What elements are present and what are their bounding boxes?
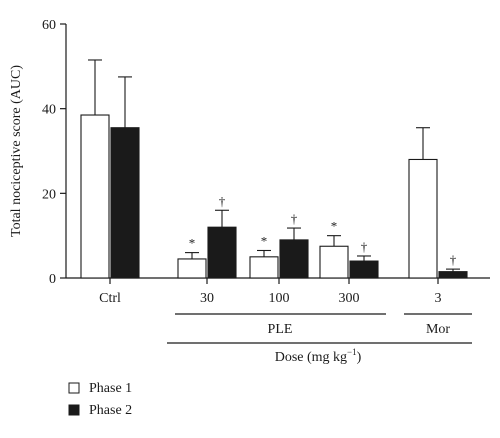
bar-rect [177,258,207,279]
bar-phase-1: * [249,233,279,279]
legend-swatch-phase-2 [68,404,80,416]
significance-mark: * [331,219,338,234]
significance-mark: † [450,252,457,267]
x-tick-label: 30 [200,291,214,306]
legend-item-phase-2: Phase 2 [68,403,132,418]
y-ticks: 0 20 40 60 [42,18,66,287]
bar-phase-2: † [279,211,309,279]
x-tick-label: Ctrl [99,291,121,306]
y-tick-label: 20 [42,187,56,202]
bar-phase-2: † [438,252,468,279]
legend-item-phase-1: Phase 1 [68,381,132,396]
x-axis-label: Dose (mg kg−1) [275,347,362,365]
ple-group-label: PLE [268,322,293,337]
significance-mark: † [361,239,368,254]
bar-phase-2 [110,76,140,279]
bar-rect [349,260,379,279]
bar-rect [249,256,279,279]
bar-rect [80,114,110,279]
dose-bracket: Dose (mg kg−1) [167,342,472,365]
bar-phase-1: * [319,219,349,279]
significance-mark: † [291,211,298,226]
group-bracket-mor: Mor [404,313,472,337]
bar-phase-2: † [207,193,237,279]
dose-unit-exponent: −1 [347,347,357,357]
y-axis-label: Total nociceptive score (AUC) [9,65,24,237]
bars: * † * † * † † [80,59,468,279]
significance-mark: † [219,193,226,208]
bar-rect [279,239,309,279]
legend-swatch-phase-1 [68,382,80,394]
y-tick-label: 0 [49,272,56,287]
x-tick-labels: Ctrl 30 100 300 3 [99,278,442,306]
significance-mark: * [189,236,196,251]
significance-mark: * [261,233,268,248]
y-tick-label: 40 [42,103,56,118]
x-tick-label: 3 [435,291,442,306]
bar-phase-1 [80,59,110,279]
y-tick-label: 60 [42,18,56,33]
legend: Phase 1 Phase 2 [68,381,132,418]
x-tick-label: 300 [339,291,360,306]
legend-label-phase-1: Phase 1 [89,381,132,396]
bar-phase-2: † [349,239,379,279]
bar-rect [319,245,349,279]
bar-rect [110,127,140,279]
bar-phase-1: * [177,236,207,279]
bar-rect [438,271,468,279]
bar-rect [408,158,438,279]
bar-rect [207,226,237,279]
dose-label-text: Dose (mg kg [275,350,347,365]
dose-label-end: ) [357,350,362,365]
group-bracket-ple: PLE [175,313,386,337]
legend-label-phase-2: Phase 2 [89,403,132,418]
bar-phase-1 [408,127,438,279]
x-tick-label: 100 [269,291,290,306]
mor-group-label: Mor [426,322,450,337]
